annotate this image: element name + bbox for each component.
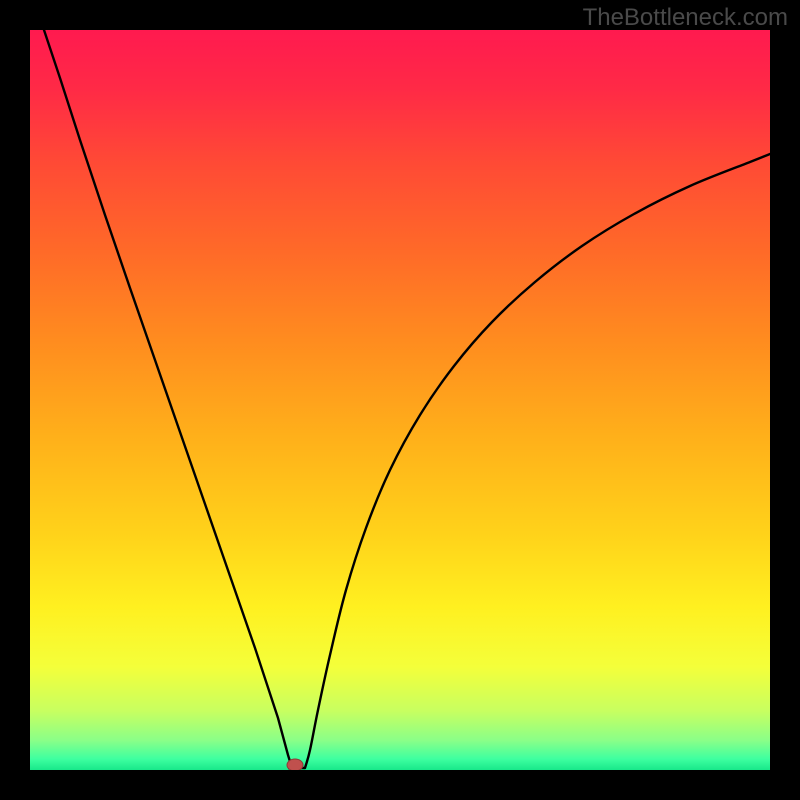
watermark-text: TheBottleneck.com — [583, 4, 788, 32]
curve-right-branch — [305, 154, 770, 768]
chart-canvas: { "watermark": { "text": "TheBottleneck.… — [0, 0, 800, 800]
curve-layer — [30, 30, 770, 770]
curve-left-branch — [44, 30, 292, 768]
nadir-marker — [287, 759, 303, 770]
